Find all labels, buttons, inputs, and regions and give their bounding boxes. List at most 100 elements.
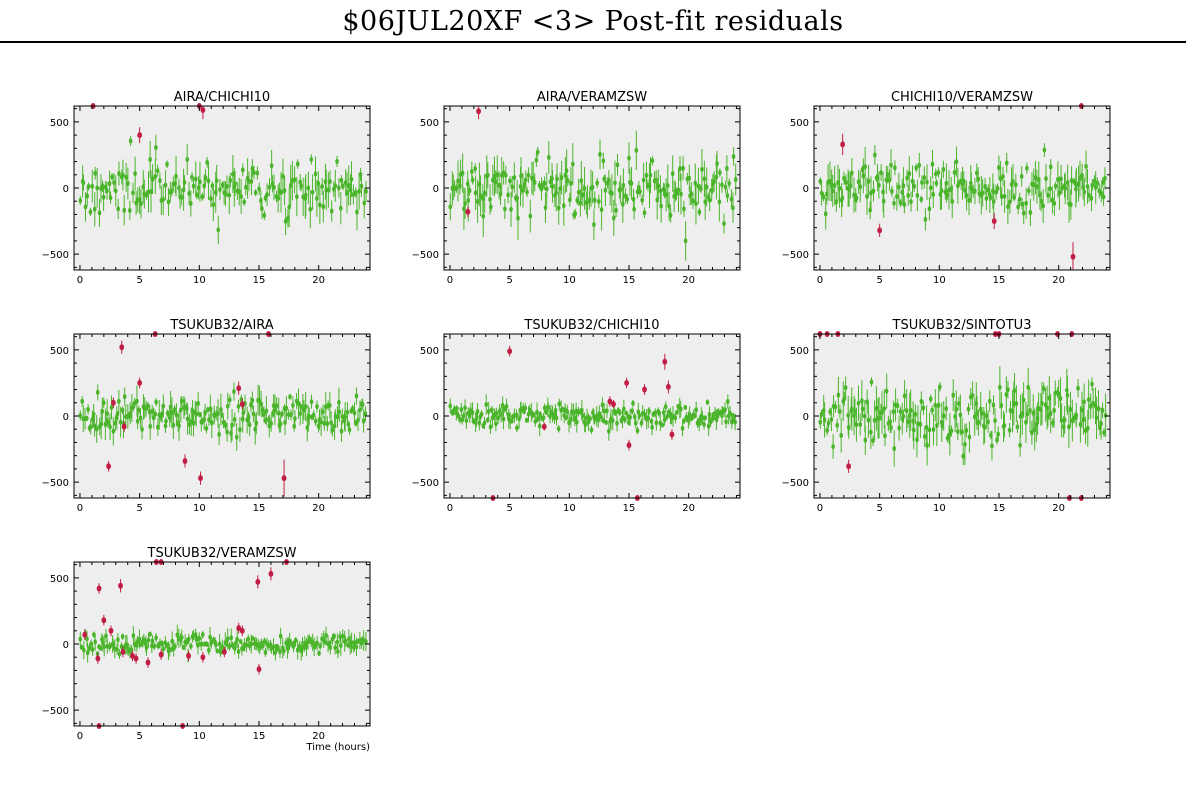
used-point: [641, 177, 646, 183]
flagged-point: [507, 348, 513, 355]
panel-title: AIRA/VERAMZSW: [537, 90, 647, 105]
used-point: [269, 163, 274, 169]
x-tick-label: 15: [253, 275, 266, 286]
used-point: [1041, 385, 1046, 392]
used-point: [1065, 180, 1070, 186]
used-point: [255, 170, 260, 176]
x-tick-label: 5: [876, 275, 882, 286]
used-point: [890, 188, 894, 194]
used-point: [539, 186, 544, 192]
flagged-point: [106, 463, 112, 470]
used-point: [202, 183, 206, 189]
used-point: [620, 201, 625, 207]
used-point: [1053, 183, 1058, 189]
used-point: [357, 188, 361, 194]
flagged-point: [118, 582, 123, 589]
used-point: [723, 407, 727, 413]
used-point: [205, 641, 209, 647]
used-point: [223, 422, 228, 428]
used-point: [173, 643, 177, 650]
used-point: [939, 187, 944, 194]
flagged-point: [1070, 253, 1076, 260]
used-point: [101, 194, 106, 200]
used-point: [576, 189, 581, 195]
flagged-point: [198, 475, 203, 482]
used-point: [249, 402, 253, 408]
x-tick-label: 15: [993, 275, 1006, 286]
used-point: [1039, 198, 1044, 204]
used-point: [963, 187, 967, 194]
used-point: [338, 205, 343, 211]
used-point: [1076, 385, 1080, 391]
used-point: [1048, 185, 1052, 192]
used-point: [622, 406, 626, 412]
used-point: [1086, 396, 1091, 403]
used-point: [92, 206, 97, 212]
flagged-point: [133, 655, 139, 662]
used-point: [892, 200, 896, 206]
used-point: [911, 418, 915, 424]
y-tick-label: 0: [433, 412, 439, 423]
used-point: [597, 198, 601, 205]
used-point: [550, 411, 555, 417]
used-point: [610, 190, 614, 197]
used-point: [697, 417, 702, 423]
used-point: [934, 180, 939, 186]
used-point: [877, 415, 881, 421]
used-point: [729, 196, 734, 202]
used-point: [665, 182, 670, 189]
used-point: [1015, 424, 1020, 430]
used-point: [1062, 417, 1067, 423]
used-point: [555, 176, 559, 182]
used-point: [664, 192, 668, 198]
used-point: [116, 637, 120, 643]
x-axis-label: Time (hours): [305, 742, 370, 753]
used-point: [83, 204, 88, 210]
used-point: [615, 420, 619, 426]
used-point: [308, 206, 313, 212]
used-point: [316, 180, 321, 187]
used-point: [269, 420, 274, 427]
used-point: [590, 184, 595, 190]
used-point: [628, 414, 632, 420]
used-point: [484, 401, 489, 408]
used-point: [869, 429, 873, 435]
used-point: [180, 634, 184, 641]
used-point: [473, 166, 478, 172]
used-point: [1018, 442, 1022, 448]
used-point: [839, 432, 843, 438]
used-point: [869, 379, 874, 385]
used-point: [117, 170, 121, 177]
used-point: [631, 196, 636, 202]
used-point: [541, 415, 546, 421]
used-point: [214, 642, 218, 648]
used-point: [488, 196, 492, 202]
used-point: [600, 402, 605, 408]
used-point: [951, 392, 956, 398]
used-point: [823, 211, 828, 217]
used-point: [877, 182, 881, 188]
used-point: [364, 638, 368, 645]
used-point: [634, 147, 639, 153]
used-point: [115, 646, 119, 653]
used-point: [674, 190, 679, 197]
used-point: [832, 182, 837, 189]
used-point: [209, 195, 213, 202]
used-point: [489, 407, 494, 413]
used-point: [964, 192, 969, 199]
used-point: [260, 206, 264, 212]
used-point: [170, 410, 174, 416]
used-point: [952, 169, 957, 176]
used-point: [514, 412, 519, 418]
used-point: [230, 642, 235, 648]
used-point: [925, 442, 929, 448]
used-point: [278, 633, 283, 639]
used-point: [974, 400, 979, 407]
used-point: [715, 160, 719, 167]
used-point: [1021, 397, 1026, 403]
y-tick-label: 500: [420, 346, 439, 357]
panel-title: CHICHI10/VERAMZSW: [891, 90, 1033, 105]
x-tick-label: 10: [193, 503, 206, 514]
used-point: [315, 403, 319, 410]
used-point: [140, 426, 144, 432]
